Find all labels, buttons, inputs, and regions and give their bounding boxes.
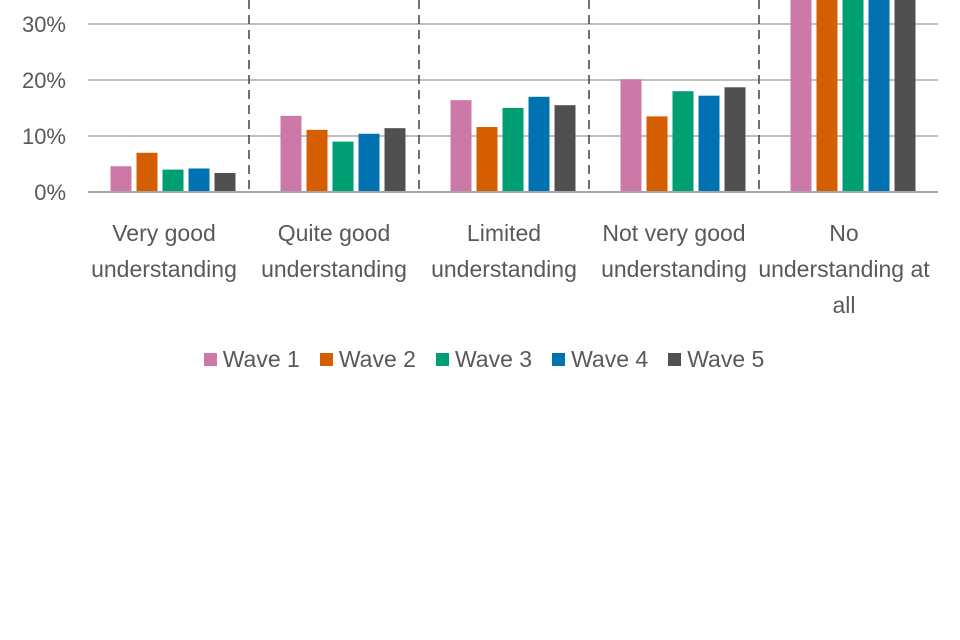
y-tick-label: 30% — [22, 12, 66, 37]
legend-item-wave-4: Wave 4 — [552, 346, 648, 373]
category-label-line: understanding — [91, 256, 237, 282]
legend-swatch — [668, 353, 682, 366]
y-tick-label: 20% — [22, 68, 66, 93]
category-label-line: understanding at — [758, 256, 930, 282]
legend-label: Wave 5 — [687, 346, 765, 372]
bar — [868, 0, 890, 192]
category-label-line: Very good — [112, 220, 216, 246]
y-tick-label: 10% — [22, 124, 66, 149]
category-label: Limited understanding — [431, 220, 577, 282]
bar — [476, 127, 498, 192]
category-label: No understanding at all — [758, 220, 930, 318]
bar — [842, 0, 864, 192]
bar — [384, 128, 406, 192]
y-axis-labels: 0% 10% 20% 30% — [22, 12, 66, 205]
category-label-line: Quite good — [278, 220, 391, 246]
bar — [620, 79, 642, 192]
bar — [502, 108, 524, 192]
category-labels: Very good understanding Quite good understa… — [91, 220, 930, 318]
bar — [162, 169, 184, 192]
bar — [554, 105, 576, 192]
bar — [450, 100, 472, 192]
legend-swatch — [552, 353, 566, 366]
category-label: Very good understanding — [91, 220, 237, 282]
bar — [528, 96, 550, 192]
legend-swatch — [319, 353, 333, 366]
legend-item-wave-3: Wave 3 — [435, 346, 533, 373]
category-label: Not very good understanding — [601, 220, 747, 282]
bar — [136, 152, 158, 192]
bar — [358, 133, 380, 192]
bar — [188, 168, 210, 192]
bar — [110, 166, 132, 192]
category-label-line: Not very good — [602, 220, 745, 246]
category-label-line: all — [832, 292, 855, 318]
bar — [698, 95, 720, 192]
category-label-line: Limited — [467, 220, 541, 246]
bar — [816, 0, 838, 192]
category-label-line: understanding — [601, 256, 747, 282]
category-label-line: understanding — [431, 256, 577, 282]
bar — [894, 0, 916, 192]
legend: Wave 1 Wave 2 Wave 3 Wave 4 Wave 5 — [0, 346, 960, 373]
bar — [672, 91, 694, 192]
legend-label: Wave 1 — [222, 346, 300, 372]
legend-label: Wave 2 — [338, 346, 416, 372]
legend-label: Wave 3 — [454, 346, 533, 372]
bar — [306, 129, 328, 192]
bar — [790, 0, 812, 192]
bar — [646, 116, 668, 192]
category-label-line: understanding — [261, 256, 407, 282]
bar — [280, 115, 302, 192]
bar — [332, 141, 354, 192]
category-label-line: No — [829, 220, 858, 246]
legend-swatch — [435, 353, 449, 366]
bars — [110, 0, 916, 192]
legend-item-wave-1: Wave 1 — [203, 346, 300, 373]
legend-item-wave-5: Wave 5 — [668, 346, 764, 373]
category-dividers — [248, 0, 760, 192]
y-tick-label: 0% — [34, 180, 66, 205]
category-label: Quite good understanding — [261, 220, 407, 282]
legend-label: Wave 4 — [571, 346, 649, 372]
bar — [214, 172, 236, 192]
legend-swatch — [203, 353, 217, 366]
legend-item-wave-2: Wave 2 — [319, 346, 416, 373]
bar — [724, 87, 746, 192]
